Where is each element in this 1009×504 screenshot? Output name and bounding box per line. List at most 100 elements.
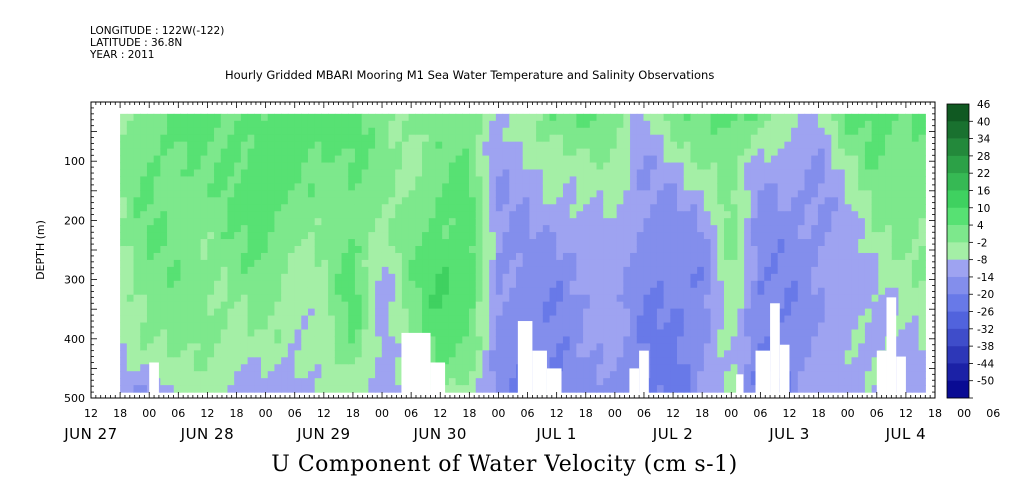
heatmap-cell [623, 176, 631, 184]
heatmap-cell [717, 322, 725, 331]
heatmap-cell [381, 287, 390, 296]
heatmap-cell [871, 134, 879, 143]
heatmap-cell [261, 371, 269, 379]
heatmap-cell [777, 252, 785, 261]
heatmap-cell [140, 169, 148, 178]
heatmap-cell [173, 127, 182, 136]
heatmap-cell [858, 246, 866, 254]
heatmap-cell [220, 225, 229, 233]
heatmap-cell [609, 315, 618, 324]
heatmap-cell [126, 315, 135, 324]
heatmap-cell [569, 336, 577, 344]
heatmap-cell [817, 197, 826, 205]
heatmap-cell [368, 225, 376, 233]
heatmap-cell [583, 162, 591, 171]
heatmap-cell [811, 134, 819, 143]
heatmap-cell [301, 308, 309, 317]
heatmap-cell [562, 148, 571, 157]
heatmap-cell [287, 329, 296, 338]
heatmap-cell [650, 385, 658, 393]
heatmap-cell [368, 120, 376, 129]
heatmap-cell [596, 287, 604, 296]
heatmap-cell [683, 162, 692, 171]
heatmap-cell [187, 155, 195, 164]
heatmap-cell [831, 364, 839, 372]
heatmap-cell [791, 273, 799, 282]
heatmap-cell [730, 148, 739, 157]
heatmap-cell [576, 301, 584, 310]
heatmap-cell [287, 322, 296, 331]
heatmap-cell [187, 176, 195, 184]
heatmap-cell [871, 183, 879, 191]
heatmap-cell [697, 169, 705, 178]
heatmap-cell [677, 204, 685, 212]
heatmap-cell [214, 127, 222, 136]
heatmap-cell [864, 204, 873, 212]
heatmap-cell [811, 301, 819, 310]
heatmap-cell [710, 294, 718, 303]
heatmap-cell [529, 266, 537, 275]
heatmap-cell [448, 120, 457, 129]
heatmap-cell [844, 134, 853, 143]
heatmap-cell [724, 169, 732, 178]
heatmap-cell [261, 113, 269, 122]
heatmap-cell [905, 162, 913, 171]
heatmap-cell [536, 162, 544, 171]
heatmap-cell [220, 218, 229, 226]
heatmap-cell [898, 287, 906, 296]
heatmap-cell [495, 280, 504, 289]
heatmap-cell [207, 127, 215, 136]
heatmap-cell [435, 259, 443, 268]
heatmap-cell [697, 343, 705, 351]
heatmap-cell [663, 329, 671, 338]
heatmap-cell [401, 176, 410, 184]
heatmap-cell [489, 176, 497, 184]
heatmap-cell [730, 246, 739, 254]
heatmap-cell [569, 239, 577, 247]
heatmap-cell [368, 169, 376, 178]
heatmap-cell [636, 301, 645, 310]
heatmap-cell [381, 336, 390, 344]
heatmap-cell [858, 190, 866, 198]
heatmap-cell [885, 113, 893, 122]
heatmap-cell [744, 127, 752, 136]
heatmap-cell [126, 225, 135, 233]
heatmap-cell [267, 259, 276, 268]
heatmap-cell [294, 259, 302, 268]
heatmap-cell [562, 113, 571, 122]
heatmap-cell [885, 148, 893, 157]
heatmap-cell [146, 343, 155, 351]
heatmap-cell [663, 218, 671, 226]
heatmap-cell [690, 371, 698, 379]
heatmap-cell [489, 239, 497, 247]
heatmap-cell [220, 385, 229, 393]
heatmap-cell [475, 246, 484, 254]
heatmap-cell [911, 287, 920, 296]
heatmap-cell [609, 113, 618, 122]
heatmap-cell [616, 287, 624, 296]
heatmap-cell [596, 155, 604, 164]
heatmap-cell [851, 246, 859, 254]
heatmap-cell [677, 266, 685, 275]
heatmap-cell [254, 169, 262, 178]
heatmap-cell [549, 148, 557, 157]
heatmap-cell [281, 148, 289, 157]
heatmap-cell [817, 120, 826, 129]
heatmap-cell [549, 308, 557, 317]
heatmap-cell [502, 343, 510, 351]
heatmap-cell [549, 155, 557, 164]
heatmap-cell [126, 134, 135, 143]
heatmap-cell [395, 218, 403, 226]
heatmap-cell [455, 329, 463, 338]
heatmap-cell [656, 364, 665, 372]
heatmap-cell [120, 239, 128, 247]
heatmap-cell [133, 134, 141, 143]
heatmap-cell [180, 385, 188, 393]
heatmap-cell [623, 218, 631, 226]
heatmap-cell [797, 162, 806, 171]
heatmap-cell [697, 197, 705, 205]
heatmap-cell [375, 120, 383, 129]
heatmap-cell [126, 239, 135, 247]
heatmap-cell [549, 225, 557, 233]
heatmap-cell [851, 336, 859, 344]
